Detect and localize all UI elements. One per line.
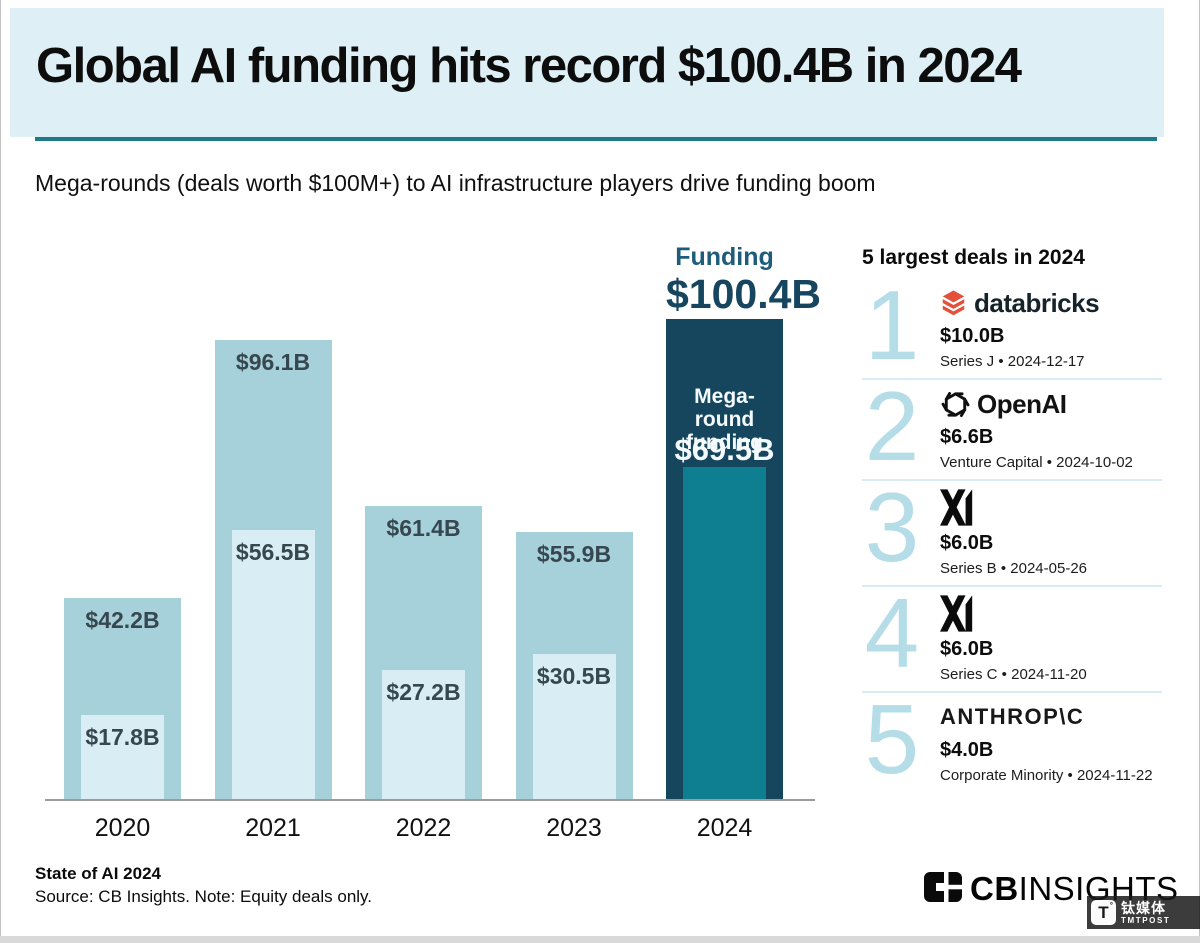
xai-icon [940,595,973,632]
subtitle: Mega-rounds (deals worth $100M+) to AI i… [35,170,876,196]
deal-amount: $4.0B [940,739,994,761]
cb-insights-icon [924,871,962,907]
bar-group-2022: $61.4B $27.2B [365,230,482,800]
deal-amount: $6.6B [940,426,994,448]
x-tick-2021: 2021 [245,814,301,842]
total-funding-label-2020: $42.2B [85,607,160,633]
deal-round-and-date: Series B • 2024-05-26 [940,560,1088,577]
deal-rank-number: 5 [864,684,920,794]
mega-round-value-2024: $69.5B [674,432,775,467]
tmtpost-icon: T ° [1091,900,1116,925]
deal-item-xai-3: 3 $6.0B Series B • 2024-05-26 [862,472,1162,587]
x-tick-2022: 2022 [395,814,452,842]
x-tick-2024: 2024 [696,814,753,842]
deal-round-and-date: Series J • 2024-12-17 [940,353,1085,370]
mega-round-bar-2024 [683,467,766,800]
total-funding-label-2023: $55.9B [536,541,612,567]
deals-heading: 5 largest deals in 2024 [862,246,1085,269]
bottom-strip [0,936,1200,943]
bar-group-2023: $55.9B $30.5B [515,230,633,800]
mega-round-label-2023: $30.5B [536,663,612,689]
total-funding-label-2021: $96.1B [235,349,311,375]
mega-round-bar-2021: $56.5B [231,530,315,800]
bar-group-2024: Funding $100.4B Mega-round funding $69.5B [666,230,822,800]
bar-group-2021: $96.1B $56.5B [214,230,332,800]
deal-item-databricks-1: 1 databricks $10.0B Series J • 2024-12-17 [862,270,1162,380]
header-band: Global AI funding hits record $100.4B in… [10,8,1164,137]
openai-wordmark: OpenAI [977,388,1067,419]
openai-logo: OpenAI [940,388,1133,420]
mega-round-label-2021: $56.5B [235,539,311,565]
mega-round-series-label: Mega-round funding [686,385,763,454]
xai-logo [940,595,1087,632]
deal-rank-number: 1 [864,270,920,380]
tmtpost-english-name: TMTPOST [1121,915,1171,925]
deal-list: 1 databricks $10.0B Series J • 2024-12-17 2 O… [862,270,1162,794]
chart-plot-area: Funding $100.4B Mega-round funding $69.5B $55… [45,230,822,801]
openai-icon [940,389,971,420]
deal-round-and-date: Series C • 2024-11-20 [940,666,1087,683]
deal-rank-number: 2 [864,371,920,481]
deal-round-and-date: Venture Capital • 2024-10-02 [940,454,1133,471]
page-title: Global AI funding hits record $100.4B in… [36,39,1022,93]
mega-round-bar-2022: $27.2B [382,670,465,800]
databricks-logo: databricks [940,287,1100,319]
anthropic-wordmark: ANTHROP\C [940,704,1085,729]
x-axis-line [45,799,815,801]
header-rule [35,137,1157,141]
deal-amount: $6.0B [940,532,994,554]
deal-rank-number: 3 [864,472,920,582]
tmtpost-chinese-name: 钛媒体 [1121,899,1166,916]
deal-item-anthropic-5: 5 ANTHROP\C $4.0B Corporate Minority • 2024… [862,684,1162,794]
deal-item-xai-4: 4 $6.0B Series C • 2024-11-20 [862,578,1162,693]
x-tick-2020: 2020 [94,814,151,842]
funding-total-value-2024: $100.4B [666,271,822,317]
bar-group-2020: $42.2B $17.8B [64,230,181,800]
mega-round-label-2020: $17.8B [85,724,160,750]
funding-series-label: Funding [675,243,774,271]
total-funding-label-2022: $61.4B [386,515,461,541]
tmtpost-watermark: T ° 钛媒体 TMTPOST [1087,896,1200,929]
deal-amount: $10.0B [940,325,1005,347]
report-name: State of AI 2024 [35,864,161,883]
footnote: State of AI 2024 Source: CB Insights. No… [35,864,372,907]
deal-item-openai-2: 2 OpenAI $6.6B Venture Capital • 2024-10-02 [862,371,1162,481]
source-note: Source: CB Insights. Note: Equity deals … [35,887,373,906]
x-tick-2023: 2023 [546,814,602,842]
deal-amount: $6.0B [940,638,994,660]
deal-rank-number: 4 [864,578,920,688]
mega-round-bar-2023: $30.5B [532,654,616,800]
funding-bar-chart: Funding $100.4B Mega-round funding $69.5B $55… [45,230,822,870]
largest-deals-panel: 5 largest deals in 2024 1 databricks $10.0… [862,246,1162,792]
databricks-icon [940,289,967,317]
mega-round-bar-2020: $17.8B [81,715,164,800]
xai-icon [940,489,973,526]
mega-round-label-2022: $27.2B [386,679,461,705]
xai-logo [940,489,1087,526]
deal-round-and-date: Corporate Minority • 2024-11-22 [940,767,1153,784]
databricks-wordmark: databricks [974,287,1100,318]
x-axis-labels: 2020 2021 2022 2023 2024 [45,800,815,846]
anthropic-logo: ANTHROP\C [940,701,1153,733]
